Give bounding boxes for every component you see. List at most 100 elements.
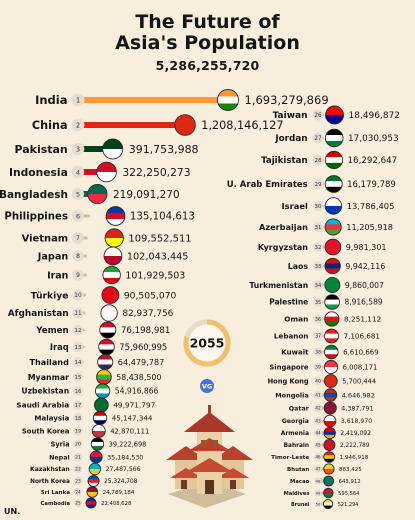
hong-kong-rank-badge (313, 376, 323, 386)
sri-lanka-name-label: Sri Lanka (41, 490, 70, 496)
sri-lanka-flag-ring (86, 486, 99, 498)
kazakhstan-flag-icon (89, 463, 101, 475)
maldives-rank-label: 49 (316, 491, 321, 495)
brunei-rank-badge (314, 500, 322, 508)
laos-value-label: 9,942,116 (345, 262, 385, 271)
china-value-label: 1,208,146,127 (201, 119, 283, 132)
israel-rank-badge (312, 200, 324, 212)
jordan-flag-ring (324, 128, 344, 148)
china-rank-label: 2 (76, 121, 80, 129)
singapore-flag-ring (323, 359, 339, 375)
cambodia-rank-label: 25 (75, 500, 81, 505)
kuwait-name-label: Kuwait (281, 349, 309, 357)
philippines-flag-ring (105, 206, 126, 226)
afghanistan-name-label: Afghanistan (8, 309, 69, 319)
iraq-flag-icon (98, 339, 115, 355)
thailand-flag-icon (97, 354, 113, 370)
timor-leste-name-label: Timor-Leste (271, 455, 309, 461)
saudi-arabia-flag-icon (94, 398, 109, 412)
bangladesh-rank-label: 5 (76, 190, 80, 198)
pakistan-value-label: 391,753,988 (129, 143, 199, 156)
oman-flag-ring (324, 311, 340, 327)
brunei-flag-ring (323, 498, 334, 510)
south-korea-flag-ring (91, 424, 106, 438)
bhutan-flag-ring (323, 463, 335, 475)
taiwan-rank-badge (312, 109, 324, 121)
taiwan-flag-ring (325, 105, 344, 125)
bhutan-flag-icon (323, 463, 335, 475)
north-korea-rank-label: 23 (75, 479, 81, 485)
israel-name-label: Israel (282, 201, 308, 211)
cambodia-flag-ring (85, 497, 97, 509)
india-rank-label: 1 (76, 96, 80, 104)
total-population: 5,286,255,720 (155, 58, 260, 73)
brunei-rank-label: 50 (316, 502, 321, 506)
turkmenistan-rank-label: 34 (315, 283, 321, 289)
kyrgyzstan-flag-ring (324, 238, 342, 256)
iraq-rank-label: 13 (75, 345, 82, 351)
syria-name-label: Syria (51, 440, 70, 448)
armenia-rank-badge (314, 429, 322, 437)
qatar-flag-ring (323, 401, 337, 415)
syria-flag-icon (91, 437, 104, 451)
sri-lanka-value-label: 24,789,184 (103, 490, 135, 496)
timor-leste-rank-label: 46 (315, 454, 321, 459)
kyrgyzstan-rank-label: 32 (315, 245, 322, 251)
mongolia-value-label: 4,646,982 (342, 391, 375, 399)
lebanon-rank-label: 37 (315, 334, 321, 340)
pakistan-flag-icon (102, 138, 123, 160)
timor-leste-value-label: 1,946,918 (340, 455, 369, 461)
bhutan-name-label: Bhutan (287, 467, 309, 473)
kyrgyzstan-name-label: Kyrgyzstan (258, 243, 308, 252)
t-rkiye-rank-label: 10 (74, 293, 82, 299)
iraq-name-label: Iraq (50, 342, 69, 352)
tajikistan-rank-label: 28 (314, 158, 322, 164)
macao-rank-badge (314, 477, 322, 485)
qatar-value-label: 4,387,791 (341, 405, 373, 412)
china-bar (78, 122, 186, 128)
year-label: 2055 (190, 336, 225, 351)
pakistan-name-label: Pakistan (15, 143, 68, 156)
afghanistan-flag-ring (100, 304, 118, 322)
bangladesh-value-label: 219,091,270 (113, 189, 180, 201)
saudi-arabia-name-label: Saudi Arabia (16, 401, 69, 410)
chart-title: The Future of Asia's Population (0, 12, 415, 54)
myanmar-rank-badge (73, 372, 83, 382)
timor-leste-flag-ring (323, 451, 335, 463)
timor-leste-flag-icon (323, 451, 335, 463)
indonesia-rank-label: 4 (76, 168, 80, 176)
syria-rank-label: 20 (75, 442, 81, 448)
hong-kong-flag-icon (324, 374, 338, 388)
south-korea-rank-label: 19 (75, 429, 81, 435)
qatar-rank-label: 42 (315, 406, 321, 412)
vietnam-flag-icon (105, 228, 124, 248)
tajikistan-flag-ring (324, 150, 344, 170)
bhutan-rank-label: 47 (315, 466, 321, 471)
israel-flag-ring (324, 197, 343, 215)
north-korea-name-label: North Korea (30, 479, 70, 485)
jordan-rank-badge (312, 132, 324, 144)
india-flag-ring (217, 89, 239, 111)
indonesia-flag-ring (96, 161, 117, 183)
laos-rank-label: 33 (315, 264, 322, 270)
nepal-rank-label: 21 (75, 455, 81, 461)
azerbaijan-flag-icon (325, 218, 342, 236)
jordan-value-label: 17,030,953 (348, 134, 399, 144)
lebanon-value-label: 7,106,681 (344, 332, 380, 341)
malaysia-rank-label: 18 (75, 416, 81, 422)
uzbekistan-flag-icon (95, 383, 110, 399)
yemen-name-label: Yemen (35, 326, 68, 336)
singapore-value-label: 6,008,171 (343, 363, 378, 371)
tajikistan-rank-badge (312, 154, 324, 166)
armenia-name-label: Armenia (281, 430, 309, 437)
year-ring-arc (183, 319, 231, 367)
north-korea-value-label: 25,324,708 (104, 479, 138, 485)
armenia-rank-label: 44 (315, 431, 321, 436)
georgia-rank-badge (313, 416, 323, 426)
kazakhstan-flag-ring (88, 462, 102, 476)
south-korea-name-label: South Korea (22, 427, 70, 435)
pakistan-rank-label: 3 (76, 145, 80, 153)
bangladesh-flag-icon (87, 184, 108, 204)
indonesia-name-label: Indonesia (9, 166, 68, 179)
